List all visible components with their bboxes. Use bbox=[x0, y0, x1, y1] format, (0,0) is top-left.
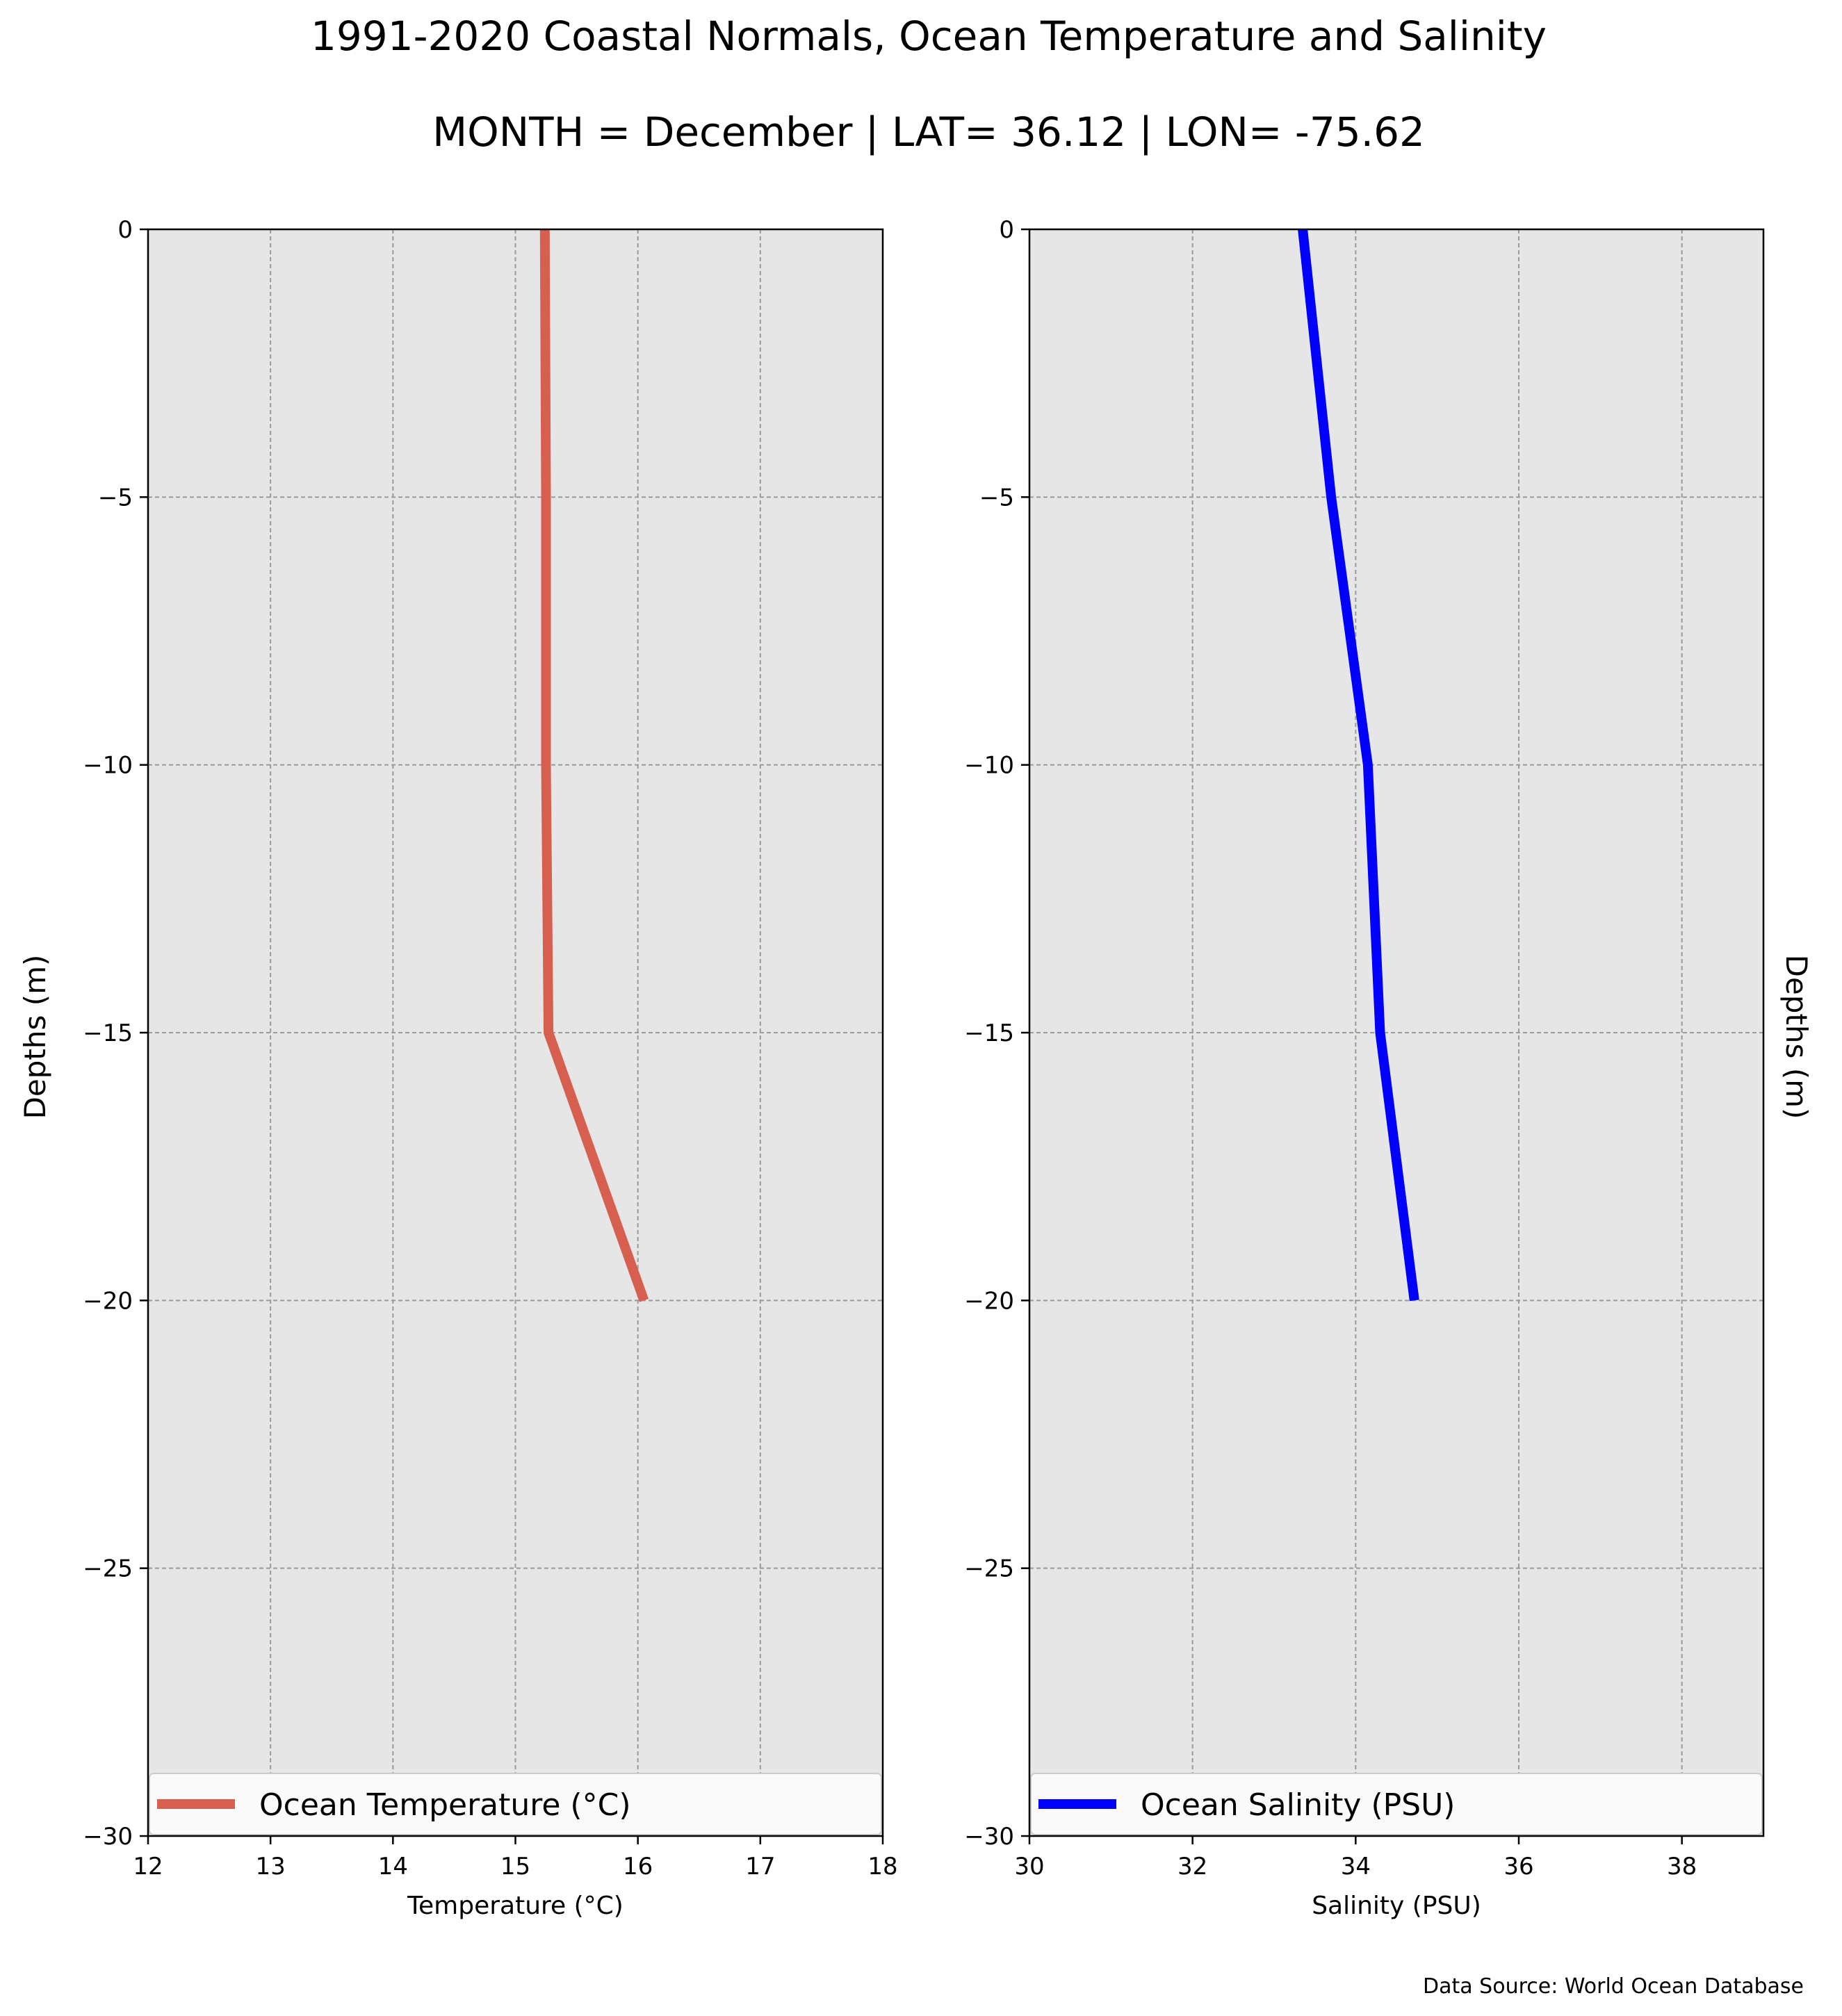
salinity-y-tick-label: 0 bbox=[999, 216, 1014, 244]
chart-subtitle: MONTH = December | LAT= 36.12 | LON= -75… bbox=[432, 108, 1425, 156]
salinity-x-axis-label: Salinity (PSU) bbox=[1312, 1892, 1481, 1920]
temperature-y-tick-label: −25 bbox=[83, 1555, 133, 1583]
salinity-y-tick-label: −10 bbox=[964, 752, 1014, 780]
temperature-panel: Ocean Temperature (°C) 12 13 14 15 16 17 18 0 −5 −… bbox=[83, 216, 897, 1920]
salinity-plot-area bbox=[1029, 229, 1763, 1836]
temperature-profile-line bbox=[539, 229, 649, 1302]
salinity-legend-box bbox=[1030, 1773, 1763, 1835]
salinity-y-tick-label: −20 bbox=[964, 1287, 1014, 1315]
temperature-y-tick-label: 0 bbox=[117, 216, 133, 244]
temperature-y-tick-label: −15 bbox=[83, 1019, 133, 1047]
temperature-y-tick-label: −30 bbox=[83, 1823, 133, 1851]
salinity-x-tick-label: 34 bbox=[1341, 1853, 1371, 1880]
temperature-x-tick-label: 18 bbox=[867, 1853, 897, 1880]
temperature-legend-label: Ocean Temperature (°C) bbox=[259, 1787, 631, 1823]
salinity-panel: Ocean Salinity (PSU) 30 32 34 36 38 0 −5 −10 −15 −… bbox=[964, 216, 1765, 1920]
chart-title: 1991-2020 Coastal Normals, Ocean Tempera… bbox=[311, 13, 1547, 60]
salinity-legend-label: Ocean Salinity (PSU) bbox=[1141, 1787, 1455, 1823]
salinity-y-tick-label: −5 bbox=[979, 484, 1014, 511]
salinity-y-tick-label: −30 bbox=[964, 1823, 1014, 1851]
y-axis-label-left: Depths (m) bbox=[18, 955, 52, 1120]
y-axis-label-right: Depths (m) bbox=[1779, 955, 1814, 1120]
salinity-x-tick-label: 32 bbox=[1177, 1853, 1207, 1880]
salinity-y-tick-label: −25 bbox=[964, 1555, 1014, 1583]
temperature-x-tick-label: 12 bbox=[133, 1853, 163, 1880]
temperature-legend-box bbox=[149, 1773, 882, 1835]
temperature-x-tick-label: 16 bbox=[623, 1853, 653, 1880]
salinity-x-tick-label: 38 bbox=[1667, 1853, 1697, 1880]
data-source-note: Data Source: World Ocean Database bbox=[1423, 1974, 1804, 1999]
salinity-profile-line bbox=[1298, 229, 1419, 1302]
temperature-y-tick-label: −10 bbox=[83, 752, 133, 780]
temperature-x-tick-label: 14 bbox=[378, 1853, 408, 1880]
temperature-y-tick-label: −20 bbox=[83, 1287, 133, 1315]
salinity-x-tick-label: 36 bbox=[1503, 1853, 1533, 1880]
temperature-x-tick-label: 17 bbox=[745, 1853, 775, 1880]
temperature-x-tick-label: 13 bbox=[256, 1853, 286, 1880]
temperature-x-axis-label: Temperature (°C) bbox=[407, 1892, 623, 1920]
temperature-y-tick-label: −5 bbox=[98, 484, 133, 511]
salinity-x-tick-label: 30 bbox=[1014, 1853, 1044, 1880]
temperature-x-tick-label: 15 bbox=[500, 1853, 530, 1880]
salinity-y-tick-label: −15 bbox=[964, 1019, 1014, 1047]
